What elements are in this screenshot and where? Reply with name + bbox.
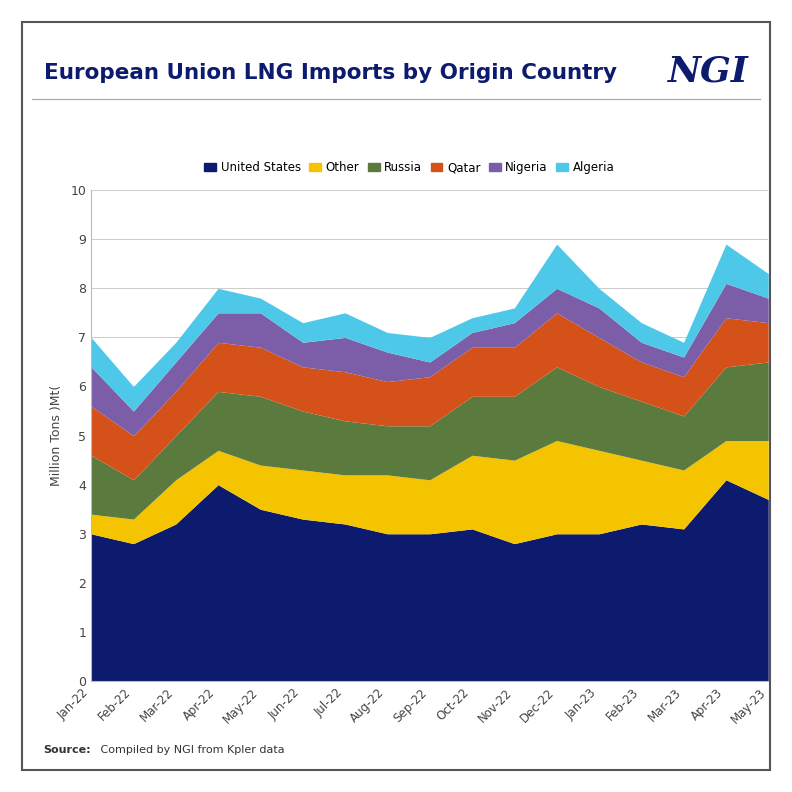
Y-axis label: Million Tons )Mt(: Million Tons )Mt( — [51, 385, 63, 486]
Legend: United States, Other, Russia, Qatar, Nigeria, Algeria: United States, Other, Russia, Qatar, Nig… — [204, 162, 615, 174]
Text: Compiled by NGI from Kpler data: Compiled by NGI from Kpler data — [97, 744, 285, 755]
Text: NGI: NGI — [668, 55, 748, 89]
Text: Source:: Source: — [44, 744, 91, 755]
Text: European Union LNG Imports by Origin Country: European Union LNG Imports by Origin Cou… — [44, 63, 616, 83]
